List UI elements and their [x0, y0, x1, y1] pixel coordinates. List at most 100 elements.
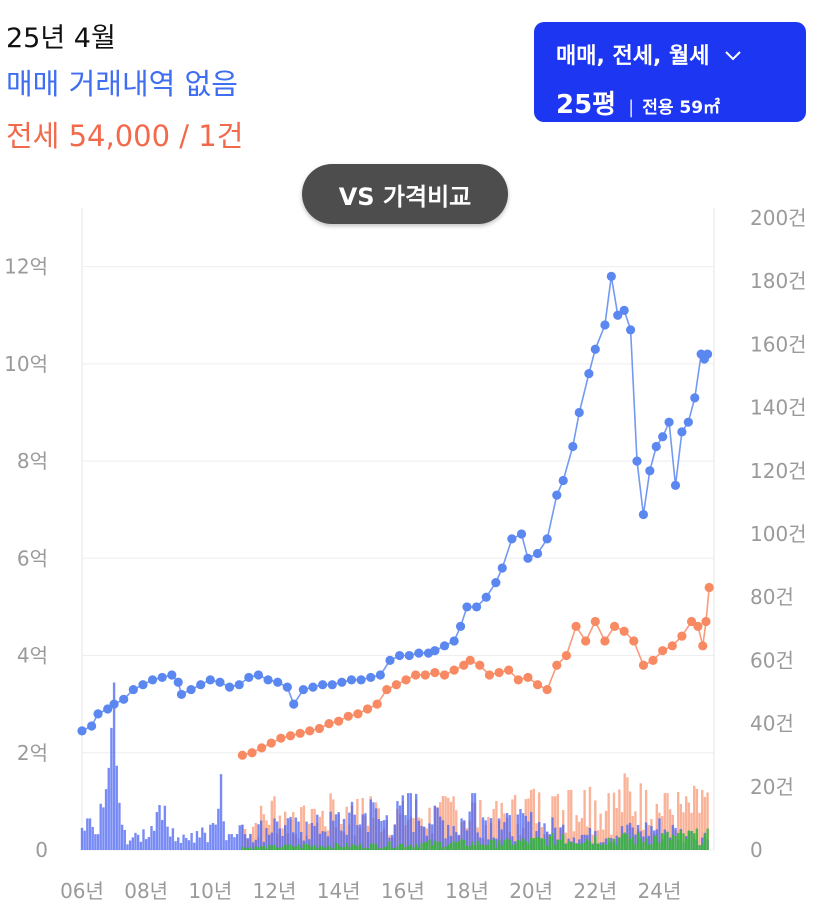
volume-bar: [300, 847, 303, 850]
volume-bar: [155, 812, 159, 850]
volume-bar: [543, 823, 546, 850]
x-tick-label: 10년: [188, 879, 232, 903]
volume-bar: [321, 831, 324, 850]
volume-bar: [310, 846, 314, 850]
volume-bar: [308, 839, 311, 850]
volume-bar: [380, 821, 383, 850]
volume-bar: [321, 810, 324, 850]
volume-bar: [602, 843, 605, 850]
price-point: [462, 602, 472, 612]
volume-bar: [340, 847, 343, 850]
jeonse-price: 전세 54,000 / 1건: [6, 119, 244, 153]
price-point: [289, 699, 299, 709]
volume-bar: [516, 814, 519, 850]
price-point: [704, 582, 714, 593]
volume-bar: [281, 846, 284, 850]
price-point: [186, 684, 196, 695]
volume-bar: [636, 832, 640, 850]
volume-bar: [693, 785, 696, 850]
volume-bar: [345, 806, 348, 850]
volume-bar: [610, 841, 613, 850]
price-point: [324, 719, 334, 729]
volume-bar: [695, 788, 699, 850]
x-tick-label: 16년: [381, 879, 425, 903]
volume-bar: [484, 845, 487, 850]
selector-size-row: 25평 | 전용 59㎡: [556, 84, 784, 121]
volume-bar: [342, 847, 346, 850]
volume-bar: [398, 805, 402, 850]
volume-bar: [219, 774, 223, 850]
price-point: [619, 305, 629, 315]
volume-bar: [241, 846, 244, 850]
volume-bar: [292, 832, 295, 850]
volume-bar: [390, 848, 394, 850]
volume-bar: [270, 845, 274, 850]
volume-bar: [332, 820, 335, 850]
volume-bar: [185, 837, 188, 850]
volume-bar: [604, 810, 608, 850]
volume-bar: [465, 845, 469, 850]
volume-bar: [564, 832, 568, 850]
price-point: [282, 682, 292, 692]
volume-bar: [187, 840, 191, 850]
volume-bar: [481, 817, 485, 850]
volume-bar: [626, 834, 629, 850]
volume-bar: [537, 792, 541, 850]
selector-size-label: 25평: [556, 90, 617, 120]
volume-bar: [120, 824, 124, 850]
price-point: [382, 684, 392, 695]
volume-bar: [505, 813, 509, 850]
transaction-type-selector[interactable]: 매매, 전세, 월세 25평 | 전용 59㎡: [534, 22, 806, 122]
volume-bar: [126, 844, 129, 850]
price-point: [613, 310, 623, 320]
volume-bar: [505, 838, 509, 850]
volume-bar: [361, 814, 364, 850]
vs-compare-button[interactable]: VS 가격비교: [302, 164, 508, 224]
price-point: [532, 680, 543, 690]
price-point: [475, 660, 485, 670]
volume-bar: [348, 847, 351, 850]
volume-bar: [396, 846, 399, 850]
volume-bar: [596, 843, 600, 850]
y-right-tick-label: 100건: [750, 522, 807, 546]
volume-bar: [179, 842, 183, 850]
volume-bar: [647, 844, 650, 850]
price-point: [420, 670, 430, 680]
volume-bar: [324, 847, 327, 850]
price-point: [698, 641, 708, 651]
volume-bar: [353, 814, 356, 850]
volume-bar: [562, 834, 565, 850]
volume-bar: [292, 812, 295, 850]
volume-bar: [433, 805, 437, 850]
volume-bar: [575, 815, 578, 850]
y-left-tick-label: 4억: [17, 644, 48, 668]
volume-bar: [564, 843, 568, 850]
volume-bar: [687, 802, 691, 850]
volume-bar: [366, 832, 370, 850]
volume-bar: [158, 805, 161, 850]
volume-bar: [423, 842, 426, 850]
price-point: [532, 548, 543, 559]
volume-bar: [249, 847, 252, 850]
price-point: [516, 529, 527, 539]
volume-bar: [270, 832, 274, 850]
volume-bar: [676, 791, 680, 850]
volume-bar: [217, 808, 220, 850]
volume-bar: [166, 826, 169, 850]
volume-bar: [281, 835, 284, 850]
price-point: [439, 670, 450, 680]
volume-bar: [698, 812, 701, 850]
volume-bar: [503, 840, 506, 850]
volume-bar: [487, 816, 490, 850]
volume-bar: [377, 819, 380, 850]
volume-bar: [86, 818, 89, 850]
price-point: [574, 407, 584, 418]
volume-bar: [273, 844, 276, 850]
volume-bar: [337, 844, 340, 850]
volume-bar: [310, 822, 314, 850]
price-point: [497, 563, 507, 573]
volume-bar: [329, 811, 332, 850]
volume-bar: [142, 829, 145, 850]
volume-bar: [481, 844, 485, 850]
price-point: [491, 578, 501, 588]
